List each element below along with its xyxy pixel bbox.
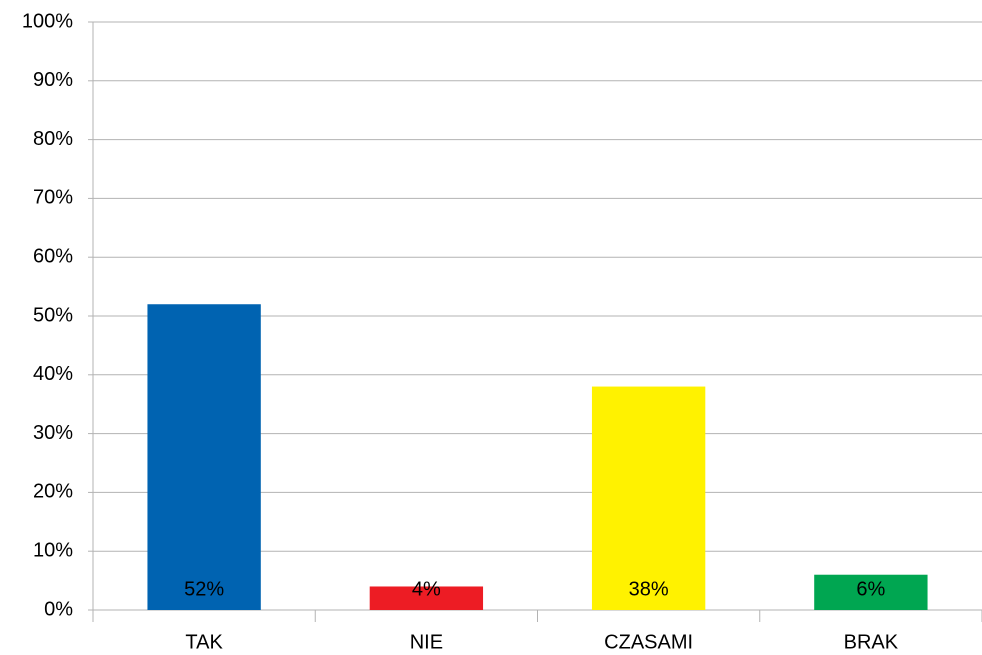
value-label: 6%	[856, 578, 885, 600]
bar	[591, 386, 706, 610]
y-tick-label: 40%	[33, 363, 73, 385]
y-tick-label: 0%	[44, 598, 73, 620]
y-tick-label: 90%	[33, 69, 73, 91]
value-label: 52%	[184, 578, 224, 600]
y-tick-label: 50%	[33, 304, 73, 326]
x-tick-label: NIE	[410, 631, 443, 653]
value-label: 38%	[629, 578, 669, 600]
value-label: 4%	[412, 578, 441, 600]
bar	[814, 574, 928, 610]
bar	[369, 586, 484, 610]
y-tick-label: 100%	[22, 10, 73, 32]
x-tick-label: CZASAMI	[604, 631, 693, 653]
y-tick-label: 60%	[33, 245, 73, 267]
bar	[147, 304, 261, 610]
x-tick-label: TAK	[185, 631, 223, 653]
y-tick-label: 30%	[33, 422, 73, 444]
y-tick-label: 20%	[33, 481, 73, 503]
x-tick-label: BRAK	[844, 631, 899, 653]
y-tick-label: 10%	[33, 539, 73, 561]
y-tick-label: 80%	[33, 128, 73, 150]
y-tick-label: 70%	[33, 187, 73, 209]
